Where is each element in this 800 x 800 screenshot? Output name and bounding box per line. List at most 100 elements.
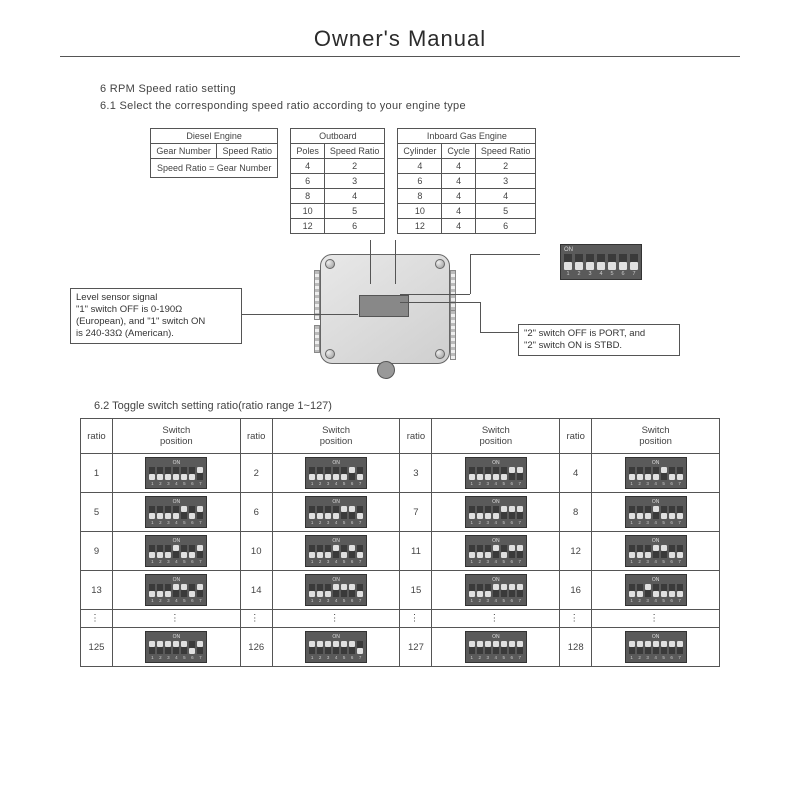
dip-switch: ON 1234567 (465, 457, 527, 489)
ratio-cell: 15 (400, 571, 432, 610)
switch-cell: ON 1234567 (432, 571, 560, 610)
ratio-cell: 13 (81, 571, 113, 610)
switch-cell: ON 1234567 (112, 532, 240, 571)
table-cell: 10 (398, 204, 442, 219)
screw-icon (325, 259, 335, 269)
dip-switch: ON 1234567 (625, 574, 687, 606)
lead-line (242, 314, 358, 315)
ratio-cell: 128 (560, 628, 592, 667)
callout-right: "2" switch OFF is PORT, and"2" switch ON… (518, 324, 680, 356)
dip-switch: ON 1234567 (145, 574, 207, 606)
table-cell: 6 (291, 174, 325, 189)
dip-switch: ON 1234567 (465, 496, 527, 528)
switch-cell: ON 1234567 (112, 454, 240, 493)
table-cell: 4 (291, 159, 325, 174)
switch-cell: ON 1234567 (112, 493, 240, 532)
dip-switch: ON 1234567 (305, 631, 367, 663)
section-6-1: 6.1 Select the corresponding speed ratio… (100, 98, 740, 115)
ratio-cell: 11 (400, 532, 432, 571)
dip-switch: ON 1234567 (625, 496, 687, 528)
table-cell: 10 (291, 204, 325, 219)
dip-switch: ON 1234567 (625, 535, 687, 567)
control-box (320, 254, 450, 364)
switch-cell: ON 1234567 (592, 454, 720, 493)
lead-line (400, 294, 470, 295)
lead-line (400, 302, 480, 303)
dip-switch: ON 1234567 (560, 244, 642, 280)
page-title: Owner's Manual (60, 26, 740, 56)
inboard-col-2: Speed Ratio (475, 144, 536, 159)
switch-cell: ON 1234567 (432, 454, 560, 493)
table-cell: 2 (324, 159, 385, 174)
table-cell: 4 (324, 189, 385, 204)
switch-cell: ON 1234567 (272, 571, 400, 610)
inboard-title: Inboard Gas Engine (398, 129, 536, 144)
switch-cell: ON 1234567 (592, 571, 720, 610)
ratio-cell: 6 (240, 493, 272, 532)
screw-icon (435, 259, 445, 269)
switch-header: Switchposition (272, 419, 400, 454)
vdots: ⋮ (272, 610, 400, 628)
switch-header: Switchposition (432, 419, 560, 454)
ratio-table: ratioSwitchpositionratioSwitchpositionra… (80, 418, 720, 667)
ratio-header: ratio (81, 419, 113, 454)
table-cell: 3 (324, 174, 385, 189)
inboard-col-0: Cylinder (398, 144, 442, 159)
ratio-cell: 4 (560, 454, 592, 493)
dip-switch: ON 1234567 (145, 631, 207, 663)
callout-left: Level sensor signal"1" switch OFF is 0-1… (70, 288, 242, 344)
table-cell: 4 (442, 174, 476, 189)
dip-chip (359, 295, 409, 317)
screw-icon (325, 349, 335, 359)
table-cell: 4 (442, 204, 476, 219)
table-cell: 12 (291, 219, 325, 234)
switch-cell: ON 1234567 (432, 532, 560, 571)
ratio-cell: 3 (400, 454, 432, 493)
dip-switch: ON 1234567 (465, 631, 527, 663)
ratio-header: ratio (560, 419, 592, 454)
outboard-col-0: Poles (291, 144, 325, 159)
connector-icon (377, 361, 395, 379)
switch-cell: ON 1234567 (112, 571, 240, 610)
vdots: ⋮ (400, 610, 432, 628)
lead-line (370, 240, 371, 284)
lead-line (395, 240, 396, 284)
ratio-cell: 9 (81, 532, 113, 571)
ratio-cell: 2 (240, 454, 272, 493)
ratio-cell: 126 (240, 628, 272, 667)
table-cell: 6 (398, 174, 442, 189)
switch-header: Switchposition (592, 419, 720, 454)
table-cell: 8 (398, 189, 442, 204)
table-cell: 4 (398, 159, 442, 174)
ratio-header: ratio (400, 419, 432, 454)
ratio-cell: 7 (400, 493, 432, 532)
switch-cell: ON 1234567 (112, 628, 240, 667)
diesel-table: Diesel Engine Gear Number Speed Ratio Sp… (150, 128, 278, 178)
ratio-cell: 10 (240, 532, 272, 571)
dip-switch: ON 1234567 (145, 535, 207, 567)
dip-switch: ON 1234567 (305, 457, 367, 489)
table-cell: 5 (475, 204, 536, 219)
pin-header (314, 325, 320, 353)
lead-line (480, 302, 481, 332)
dip-switch: ON 1234567 (465, 535, 527, 567)
table-cell: 5 (324, 204, 385, 219)
switch-cell: ON 1234567 (592, 532, 720, 571)
vdots: ⋮ (592, 610, 720, 628)
ratio-cell: 14 (240, 571, 272, 610)
section-6: 6 RPM Speed ratio setting (100, 81, 740, 98)
table-cell: 6 (475, 219, 536, 234)
diesel-title: Diesel Engine (151, 129, 278, 144)
vdots: ⋮ (432, 610, 560, 628)
table-cell: 6 (324, 219, 385, 234)
screw-icon (435, 349, 445, 359)
outboard-table: Outboard Poles Speed Ratio 426384105126 (290, 128, 385, 234)
switch-cell: ON 1234567 (432, 493, 560, 532)
lead-line (470, 254, 540, 255)
dip-switch: ON 1234567 (145, 496, 207, 528)
inboard-col-1: Cycle (442, 144, 476, 159)
switch-cell: ON 1234567 (592, 628, 720, 667)
diesel-col-0: Gear Number (151, 144, 217, 159)
title-divider (60, 56, 740, 57)
device-diagram: ON 1234567 Level sensor signal"1" switch… (100, 244, 700, 390)
